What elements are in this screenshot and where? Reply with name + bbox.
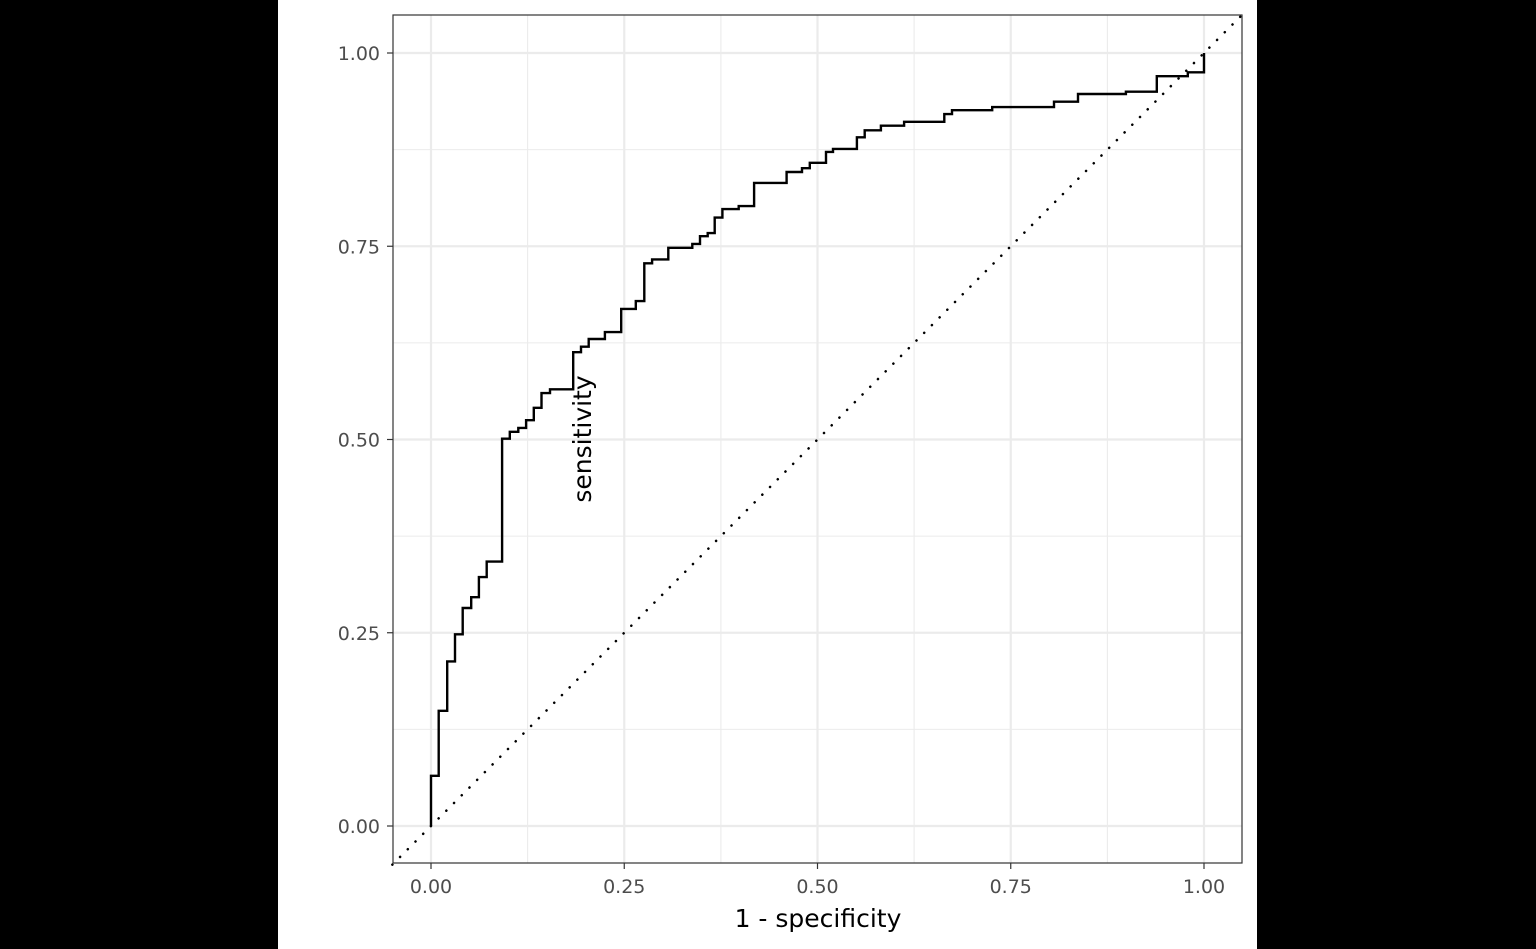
x-tick-label: 0.00: [410, 876, 452, 898]
x-tick-label: 0.25: [603, 876, 645, 898]
x-tick-label: 0.75: [990, 876, 1032, 898]
chart-canvas: 0.00 0.25 0.50 0.75 1.00 0.00 0.25 0.50 0.75 1.0…: [278, 0, 1257, 949]
roc-plot: 0.00 0.25 0.50 0.75 1.00 0.00 0.25 0.50 0.75 1.0…: [338, 13, 1244, 933]
roc-curve-line: [429, 53, 1206, 826]
y-tick-label: 0.25: [338, 623, 380, 645]
reference-diagonal-line: [391, 13, 1244, 866]
x-axis-title: 1 - specificity: [735, 904, 902, 933]
x-axis-ticks: 0.00 0.25 0.50 0.75 1.00: [410, 863, 1225, 898]
y-tick-label: 0.50: [338, 430, 380, 452]
y-axis-ticks: 0.00 0.25 0.50 0.75 1.00: [338, 43, 393, 838]
x-tick-label: 0.50: [796, 876, 838, 898]
y-tick-label: 0.00: [338, 816, 380, 838]
y-tick-label: 0.75: [338, 236, 380, 258]
y-tick-label: 1.00: [338, 43, 380, 65]
x-tick-label: 1.00: [1183, 876, 1225, 898]
grid-major: [393, 15, 1242, 863]
y-axis-title: sensitivity: [568, 375, 597, 503]
